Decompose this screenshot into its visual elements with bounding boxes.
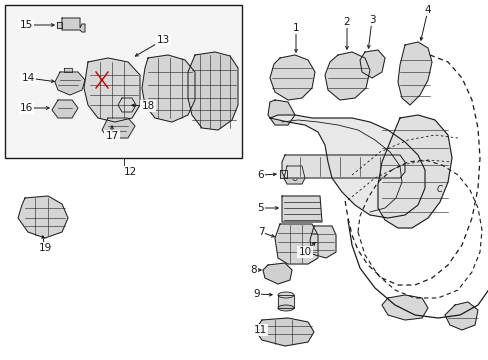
Polygon shape xyxy=(397,42,431,105)
Polygon shape xyxy=(284,166,305,184)
Text: 18: 18 xyxy=(141,101,154,111)
Text: 14: 14 xyxy=(21,73,35,83)
Polygon shape xyxy=(102,118,135,138)
Polygon shape xyxy=(267,100,294,125)
Polygon shape xyxy=(64,68,72,72)
Text: 16: 16 xyxy=(20,103,33,113)
Polygon shape xyxy=(118,98,136,112)
Text: 12: 12 xyxy=(123,167,136,177)
Text: 9: 9 xyxy=(253,289,260,299)
Polygon shape xyxy=(280,170,286,178)
Polygon shape xyxy=(282,155,404,178)
Text: 4: 4 xyxy=(424,5,430,15)
Text: 5: 5 xyxy=(257,203,264,213)
Text: 19: 19 xyxy=(38,243,52,253)
Polygon shape xyxy=(62,18,85,32)
Polygon shape xyxy=(309,226,335,258)
Ellipse shape xyxy=(278,292,293,298)
Text: 8: 8 xyxy=(250,265,257,275)
Text: 3: 3 xyxy=(368,15,375,25)
Polygon shape xyxy=(142,55,195,122)
Polygon shape xyxy=(274,224,317,264)
Polygon shape xyxy=(278,295,293,308)
Polygon shape xyxy=(263,263,291,284)
Ellipse shape xyxy=(278,305,293,311)
Text: 6: 6 xyxy=(257,170,264,180)
Text: 2: 2 xyxy=(343,17,349,27)
Text: 11: 11 xyxy=(253,325,266,335)
Text: C: C xyxy=(436,185,442,194)
Text: 7: 7 xyxy=(257,227,264,237)
Polygon shape xyxy=(18,196,68,238)
Text: 15: 15 xyxy=(20,20,33,30)
Text: 1: 1 xyxy=(292,23,299,33)
Polygon shape xyxy=(377,115,451,228)
Polygon shape xyxy=(57,22,62,28)
Polygon shape xyxy=(55,72,85,95)
Text: 17: 17 xyxy=(105,131,119,141)
Polygon shape xyxy=(52,100,78,118)
Bar xyxy=(5,5,242,158)
Polygon shape xyxy=(282,196,321,222)
Polygon shape xyxy=(325,52,369,100)
Polygon shape xyxy=(444,302,477,330)
Text: 10: 10 xyxy=(298,247,311,257)
Text: 13: 13 xyxy=(156,35,169,45)
Polygon shape xyxy=(254,318,313,346)
Polygon shape xyxy=(84,58,140,122)
Polygon shape xyxy=(381,295,427,320)
Polygon shape xyxy=(269,115,424,218)
Polygon shape xyxy=(187,52,238,130)
Polygon shape xyxy=(269,55,314,100)
Polygon shape xyxy=(359,50,384,78)
